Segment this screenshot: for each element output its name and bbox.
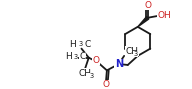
Text: OH: OH <box>157 11 171 20</box>
Text: 3: 3 <box>89 73 94 79</box>
Polygon shape <box>138 17 149 27</box>
Text: 3: 3 <box>74 54 78 60</box>
Text: CH: CH <box>79 69 92 78</box>
Text: CH: CH <box>126 47 139 56</box>
Text: C: C <box>80 52 86 61</box>
Text: C: C <box>84 40 90 49</box>
Text: O: O <box>103 80 109 89</box>
Text: O: O <box>144 1 151 10</box>
Text: 3: 3 <box>133 51 137 57</box>
Text: N: N <box>115 59 123 69</box>
Text: O: O <box>93 56 99 65</box>
Text: H: H <box>69 40 76 49</box>
Text: 3: 3 <box>79 41 83 47</box>
Text: H: H <box>65 52 71 61</box>
